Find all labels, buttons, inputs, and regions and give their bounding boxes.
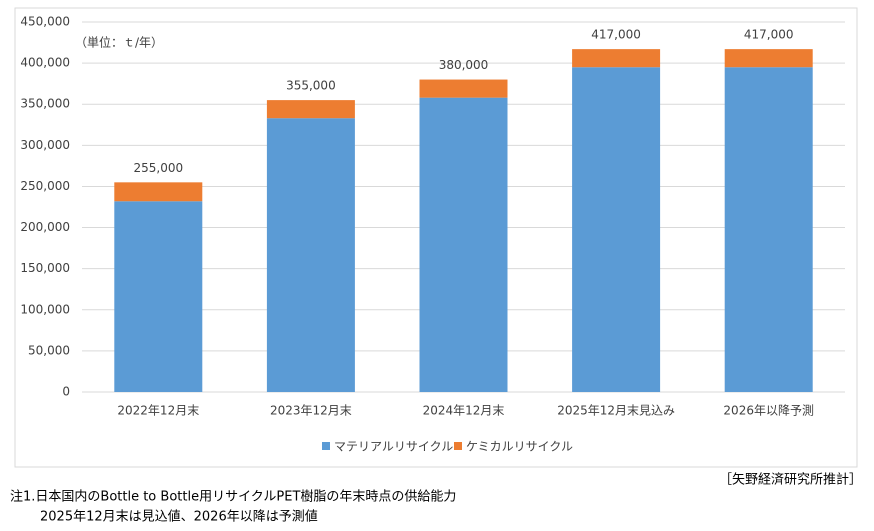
y-tick-label: 100,000	[20, 302, 70, 316]
bar-segment	[572, 67, 661, 392]
bar-segment	[114, 201, 203, 392]
y-tick-label: 400,000	[20, 56, 70, 70]
total-label: 255,000	[133, 161, 183, 175]
note: 2025年12月末は見込値、2026年以降は予測値	[40, 509, 318, 525]
bar-segment	[724, 67, 813, 392]
total-label: 417,000	[744, 28, 794, 42]
y-tick-label: 0	[62, 385, 70, 399]
y-tick-label: 250,000	[20, 179, 70, 193]
y-tick-label: 450,000	[20, 15, 70, 29]
x-tick-label: 2025年12月末見込み	[557, 404, 675, 418]
total-label: 417,000	[591, 28, 641, 42]
x-tick-label: 2026年以降予測	[723, 404, 814, 418]
legend-swatch	[454, 442, 462, 450]
y-tick-label: 300,000	[20, 138, 70, 152]
legend-swatch	[322, 442, 330, 450]
bar-segment	[266, 118, 355, 392]
note: 注1.日本国内のBottle to Bottle用リサイクルPET樹脂の年末時点…	[10, 489, 456, 505]
x-tick-label: 2024年12月末	[423, 404, 505, 418]
x-tick-label: 2023年12月末	[270, 404, 352, 418]
total-label: 380,000	[439, 58, 489, 72]
bar-segment	[419, 79, 508, 98]
x-tick-label: 2022年12月末	[117, 404, 199, 418]
bar-segment	[114, 182, 203, 202]
bar-segment	[724, 49, 813, 68]
y-tick-label: 200,000	[20, 220, 70, 234]
source: ［矢野経済研究所推計］	[719, 472, 862, 488]
total-label: 355,000	[286, 79, 336, 93]
y-tick-label: 350,000	[20, 97, 70, 111]
unit-label: （単位：ｔ/年）	[75, 35, 163, 50]
bar-segment	[419, 97, 508, 393]
legend-label: マテリアルリサイクル	[334, 440, 453, 454]
y-tick-label: 150,000	[20, 261, 70, 275]
y-tick-label: 50,000	[28, 343, 70, 357]
bar-segment	[572, 49, 661, 68]
legend-label: ケミカルリサイクル	[466, 440, 573, 454]
bar-segment	[266, 100, 355, 119]
